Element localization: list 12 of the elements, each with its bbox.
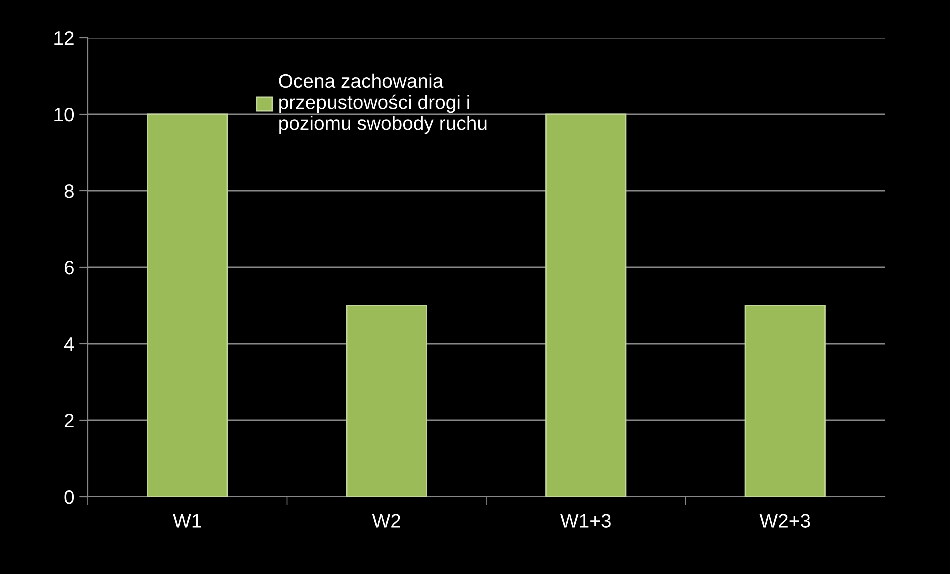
x-tick-label: W2	[372, 514, 400, 528]
y-tick-label: 10	[54, 108, 74, 122]
y-tick-label: 6	[64, 260, 74, 275]
y-tick-label: 4	[64, 338, 74, 352]
x-tick-label: W1+3	[560, 514, 611, 528]
y-tick-label: 2	[64, 414, 74, 428]
x-tick-label: W1	[173, 514, 202, 528]
y-tick-label: 0	[64, 490, 74, 504]
legend-label: Ocena zachowania przepustowości drogi i poziomu swobody ruchu	[279, 74, 487, 134]
x-tick-label: W2+3	[760, 514, 810, 528]
y-tick-label: 8	[64, 184, 74, 198]
y-tick-label: 12	[54, 31, 74, 46]
